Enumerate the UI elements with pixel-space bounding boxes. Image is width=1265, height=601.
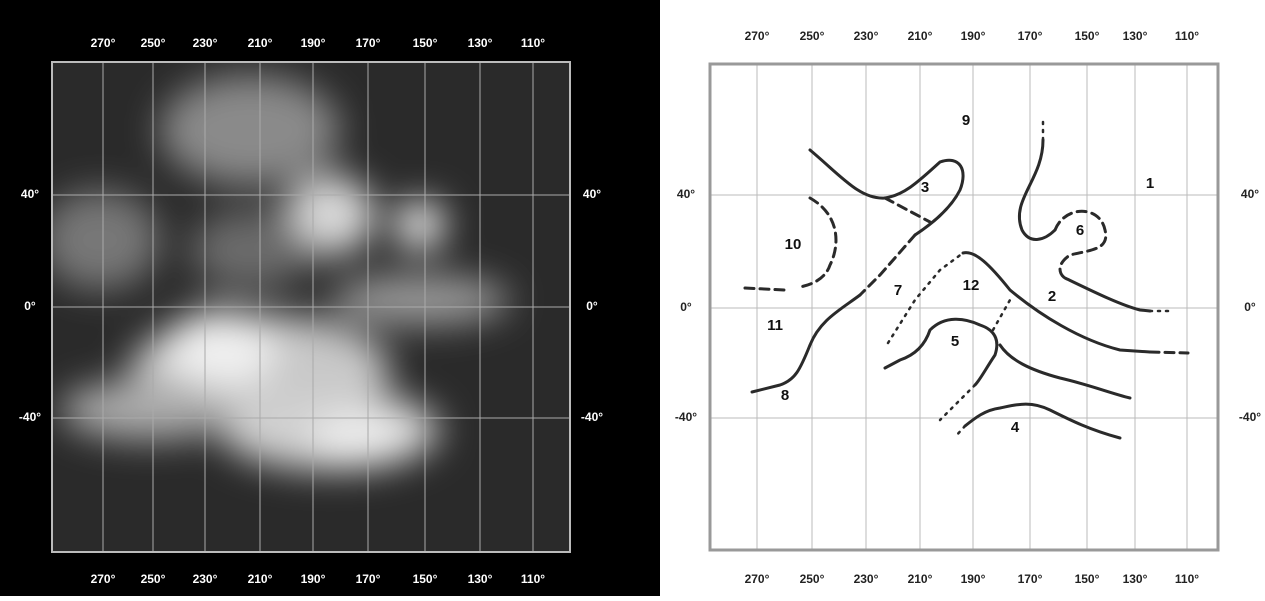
- longitude-label: 110°: [1175, 572, 1199, 586]
- feature-label: 10: [785, 236, 802, 253]
- feature-label: 3: [921, 179, 929, 196]
- longitude-label: 150°: [413, 572, 438, 586]
- longitude-label: 190°: [301, 572, 326, 586]
- longitude-label: 210°: [908, 572, 933, 586]
- longitude-label: 230°: [193, 36, 218, 50]
- longitude-label: 130°: [468, 36, 493, 50]
- longitude-label: 130°: [1123, 572, 1148, 586]
- longitude-label: 210°: [248, 36, 273, 50]
- latitude-label: -40°: [581, 410, 603, 424]
- longitude-label: 270°: [745, 572, 770, 586]
- feature-label: 5: [951, 333, 959, 350]
- longitude-label: 250°: [141, 572, 166, 586]
- latitude-label: 0°: [1244, 300, 1256, 314]
- curve: [745, 288, 785, 290]
- longitude-label: 190°: [961, 29, 986, 43]
- feature-label: 9: [962, 112, 970, 129]
- curve: [1150, 352, 1188, 353]
- longitude-label: 250°: [141, 36, 166, 50]
- feature-label: 1: [1146, 175, 1154, 192]
- feature-label: 6: [1076, 222, 1084, 239]
- longitude-label: 270°: [91, 36, 116, 50]
- longitude-label: 230°: [193, 572, 218, 586]
- longitude-label: 170°: [1018, 572, 1043, 586]
- latitude-label: 40°: [583, 187, 601, 201]
- longitude-label: 250°: [800, 572, 825, 586]
- longitude-label: 210°: [908, 29, 933, 43]
- longitude-label: 190°: [301, 36, 326, 50]
- feature-label: 11: [767, 317, 783, 334]
- longitude-label: 150°: [1075, 572, 1100, 586]
- longitude-label: 170°: [356, 572, 381, 586]
- longitude-label: 270°: [745, 29, 770, 43]
- latitude-label: 0°: [680, 300, 692, 314]
- longitude-label: 110°: [521, 572, 545, 586]
- figure: 270°250°230°210°190°170°150°130°110°270°…: [0, 0, 1265, 596]
- longitude-label: 150°: [413, 36, 438, 50]
- feature-label: 2: [1048, 288, 1056, 305]
- longitude-label: 110°: [521, 36, 545, 50]
- longitude-label: 190°: [961, 572, 986, 586]
- latitude-label: -40°: [675, 410, 697, 424]
- latitude-label: 40°: [21, 187, 39, 201]
- feature-label: 7: [894, 282, 902, 299]
- longitude-label: 150°: [1075, 29, 1100, 43]
- longitude-label: 170°: [1018, 29, 1043, 43]
- longitude-label: 250°: [800, 29, 825, 43]
- longitude-label: 230°: [854, 29, 879, 43]
- latitude-label: -40°: [19, 410, 41, 424]
- page: 270°250°230°210°190°170°150°130°110°270°…: [0, 0, 1265, 596]
- longitude-label: 130°: [1123, 29, 1148, 43]
- longitude-label: 110°: [1175, 29, 1199, 43]
- longitude-label: 230°: [854, 572, 879, 586]
- feature-label: 12: [963, 277, 980, 294]
- latitude-label: 40°: [677, 187, 695, 201]
- longitude-label: 170°: [356, 36, 381, 50]
- latitude-label: 40°: [1241, 187, 1259, 201]
- longitude-label: 130°: [468, 572, 493, 586]
- latitude-label: -40°: [1239, 410, 1261, 424]
- latitude-label: 0°: [586, 299, 598, 313]
- right-map-bg: [710, 64, 1218, 550]
- latitude-label: 0°: [24, 299, 36, 313]
- feature-label: 4: [1011, 419, 1020, 436]
- feature-label: 8: [781, 387, 789, 404]
- longitude-label: 270°: [91, 572, 116, 586]
- longitude-label: 210°: [248, 572, 273, 586]
